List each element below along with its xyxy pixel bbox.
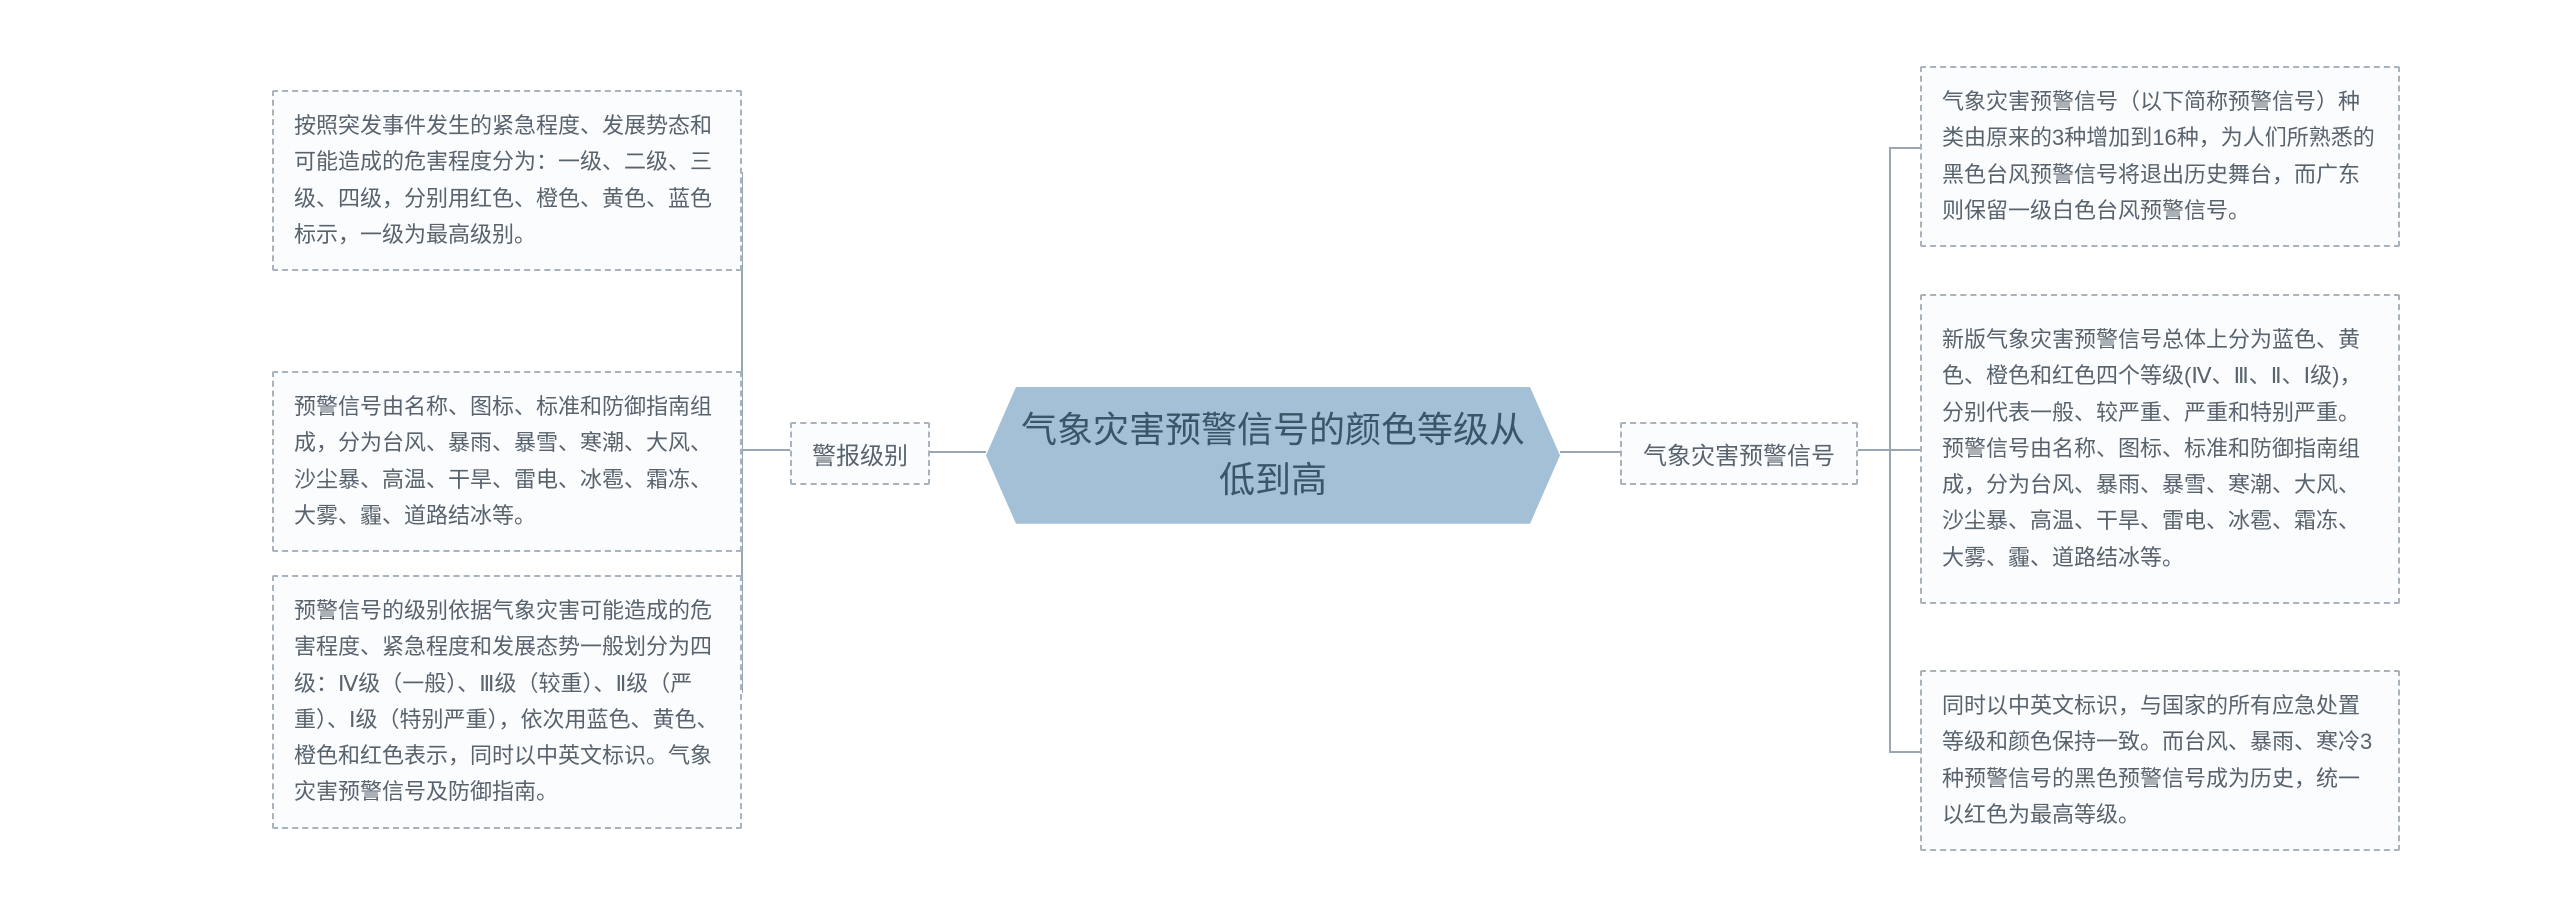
mindmap-canvas: 气象灾害预警信号的颜色等级从低到高 警报级别 气象灾害预警信号 按照突发事件发生…: [0, 0, 2560, 921]
leaf-text: 预警信号由名称、图标、标准和防御指南组成，分为台风、暴雨、暴雪、寒潮、大风、沙尘…: [294, 389, 720, 534]
leaf-right-1: 新版气象灾害预警信号总体上分为蓝色、黄色、橙色和红色四个等级(Ⅳ、Ⅲ、Ⅱ、Ⅰ级)…: [1920, 294, 2400, 604]
leaf-text: 新版气象灾害预警信号总体上分为蓝色、黄色、橙色和红色四个等级(Ⅳ、Ⅲ、Ⅱ、Ⅰ级)…: [1942, 322, 2378, 576]
leaf-text: 气象灾害预警信号（以下简称预警信号）种类由原来的3种增加到16种，为人们所熟悉的…: [1942, 84, 2378, 229]
leaf-text: 预警信号的级别依据气象灾害可能造成的危害程度、紧急程度和发展态势一般划分为四级：…: [294, 593, 720, 811]
leaf-left-2: 预警信号的级别依据气象灾害可能造成的危害程度、紧急程度和发展态势一般划分为四级：…: [272, 575, 742, 829]
leaf-right-2: 同时以中英文标识，与国家的所有应急处置等级和颜色保持一致。而台风、暴雨、寒冷3种…: [1920, 670, 2400, 851]
center-node: 气象灾害预警信号的颜色等级从低到高: [986, 387, 1560, 524]
leaf-left-1: 预警信号由名称、图标、标准和防御指南组成，分为台风、暴雨、暴雪、寒潮、大风、沙尘…: [272, 371, 742, 552]
leaf-right-0: 气象灾害预警信号（以下简称预警信号）种类由原来的3种增加到16种，为人们所熟悉的…: [1920, 66, 2400, 247]
leaf-text: 按照突发事件发生的紧急程度、发展势态和可能造成的危害程度分为：一级、二级、三级、…: [294, 108, 720, 253]
branch-right: 气象灾害预警信号: [1620, 422, 1858, 485]
branch-right-label: 气象灾害预警信号: [1643, 436, 1835, 471]
leaf-text: 同时以中英文标识，与国家的所有应急处置等级和颜色保持一致。而台风、暴雨、寒冷3种…: [1942, 688, 2378, 833]
leaf-left-0: 按照突发事件发生的紧急程度、发展势态和可能造成的危害程度分为：一级、二级、三级、…: [272, 90, 742, 271]
center-node-text: 气象灾害预警信号的颜色等级从低到高: [1016, 405, 1530, 506]
branch-left: 警报级别: [790, 422, 930, 485]
branch-left-label: 警报级别: [812, 436, 908, 471]
